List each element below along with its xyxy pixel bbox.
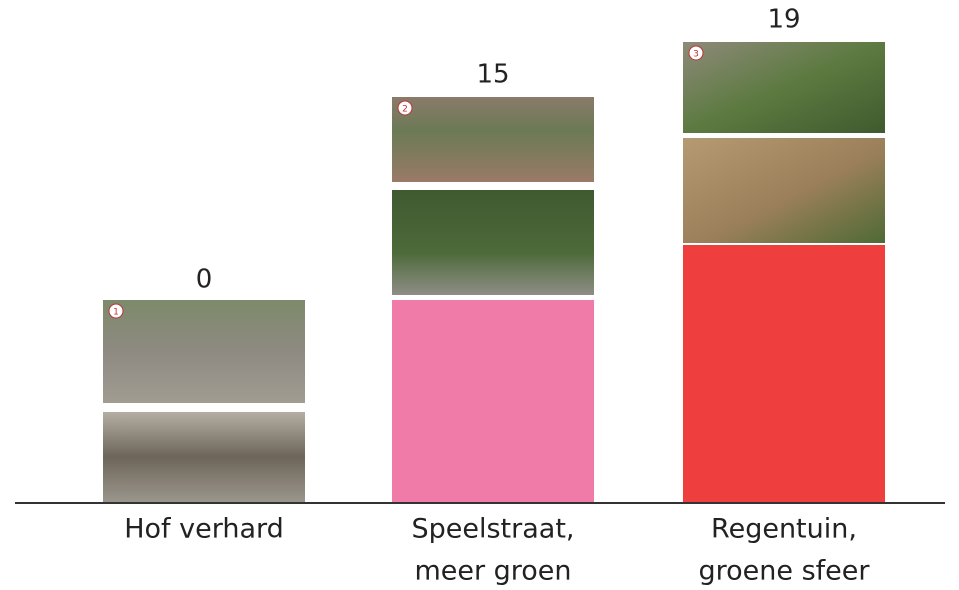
photo (103, 300, 305, 403)
column-value: 15 (476, 60, 509, 90)
photo-badge (688, 45, 704, 61)
photo-badge-number: 3 (693, 50, 699, 60)
column-label: Speelstraat, (411, 514, 574, 545)
photo-badge-number: 1 (113, 308, 119, 318)
color-block (683, 245, 885, 502)
column-value: 19 (767, 5, 800, 35)
column-label: Hof verhard (124, 514, 284, 545)
photo-badge (397, 100, 413, 116)
photo (683, 42, 885, 133)
photo (683, 138, 885, 243)
photo-badge (108, 303, 124, 319)
photo (103, 412, 305, 502)
column-label: meer groen (414, 556, 571, 587)
photo (392, 190, 594, 295)
color-block (392, 300, 594, 502)
column-value: 0 (196, 265, 213, 295)
column-label: groene sfeer (699, 556, 871, 587)
photo (392, 97, 594, 182)
photo-badge-number: 2 (402, 105, 408, 115)
column-label: Regentuin, (711, 514, 857, 545)
